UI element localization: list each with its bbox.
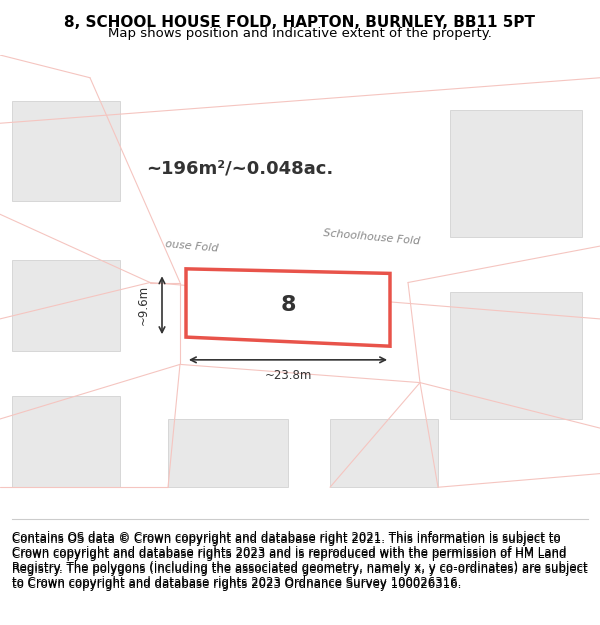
- Text: ~196m²/~0.048ac.: ~196m²/~0.048ac.: [146, 160, 334, 177]
- Text: ouse Fold: ouse Fold: [165, 239, 219, 253]
- Bar: [12, 260, 120, 351]
- Text: Contains OS data © Crown copyright and database right 2021. This information is : Contains OS data © Crown copyright and d…: [12, 531, 588, 589]
- Text: Map shows position and indicative extent of the property.: Map shows position and indicative extent…: [108, 27, 492, 39]
- Text: ~23.8m: ~23.8m: [265, 369, 311, 382]
- Text: ~9.6m: ~9.6m: [137, 285, 150, 325]
- Bar: [168, 419, 288, 488]
- Text: Schoolhouse Fold: Schoolhouse Fold: [323, 228, 421, 246]
- Bar: [330, 419, 438, 488]
- Text: Contains OS data © Crown copyright and database right 2021. This information is : Contains OS data © Crown copyright and d…: [12, 533, 588, 591]
- Text: 8, SCHOOL HOUSE FOLD, HAPTON, BURNLEY, BB11 5PT: 8, SCHOOL HOUSE FOLD, HAPTON, BURNLEY, B…: [65, 16, 536, 31]
- Bar: [12, 396, 120, 488]
- Bar: [12, 101, 120, 201]
- Bar: [450, 292, 582, 419]
- Polygon shape: [186, 269, 390, 346]
- Bar: [450, 109, 582, 237]
- Text: 8: 8: [280, 295, 296, 315]
